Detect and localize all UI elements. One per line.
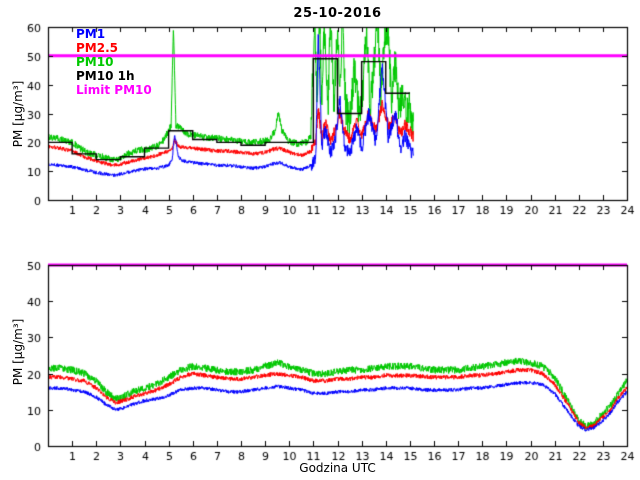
legend-item-pm1: PM1 xyxy=(76,27,106,41)
y-axis-label-bottom: PM [µg/m³] xyxy=(11,318,25,386)
legend: PM1 PM2.5 PM10 PM10 1h Limit PM10 xyxy=(76,27,152,97)
legend-item-pm10-1h: PM10 1h xyxy=(76,69,135,83)
chart-title: 25-10-2016 xyxy=(293,6,382,21)
y-axis-label-top: PM [µg/m³] xyxy=(11,80,25,148)
legend-item-limit-pm10: Limit PM10 xyxy=(76,83,152,97)
legend-item-pm2.5: PM2.5 xyxy=(76,41,118,55)
legend-item-pm10: PM10 xyxy=(76,55,114,69)
x-axis-label: Godzina UTC xyxy=(299,461,376,475)
